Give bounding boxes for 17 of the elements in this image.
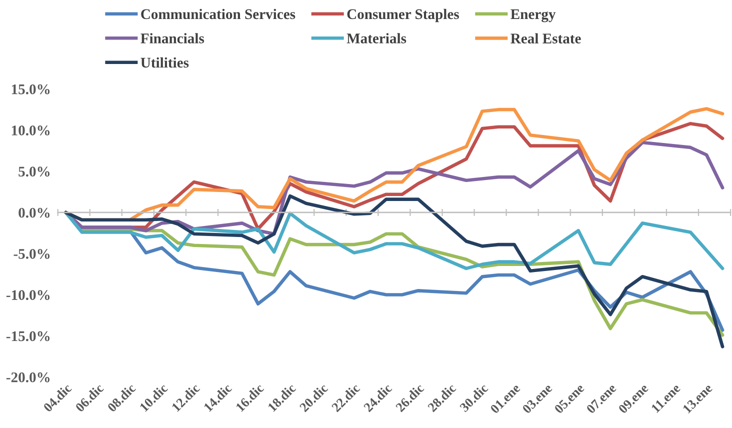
y-tick-label: -15.0%: [6, 331, 50, 342]
y-tick-label: -5.0%: [14, 248, 50, 259]
legend-label: Consumer Staples: [347, 8, 459, 22]
y-tick-label: -10.0%: [6, 290, 50, 300]
y-tick-label: 5.0%: [18, 166, 50, 177]
line-series: [64, 210, 724, 270]
y-tick-label: -20.0%: [6, 372, 50, 382]
legend-label: Financials: [140, 33, 204, 44]
legend-label: Communication Services: [141, 8, 296, 20]
y-tick-label: 15.0%: [12, 84, 50, 94]
legend-label: Energy: [510, 9, 556, 22]
legend-label: Utilities: [140, 57, 189, 68]
legend-label: Real Estate: [510, 33, 581, 44]
line-series: [64, 194, 724, 348]
legend-label: Materials: [346, 33, 406, 44]
y-tick-label: 0.0%: [18, 208, 50, 218]
y-tick-label: 10.0%: [12, 126, 50, 136]
